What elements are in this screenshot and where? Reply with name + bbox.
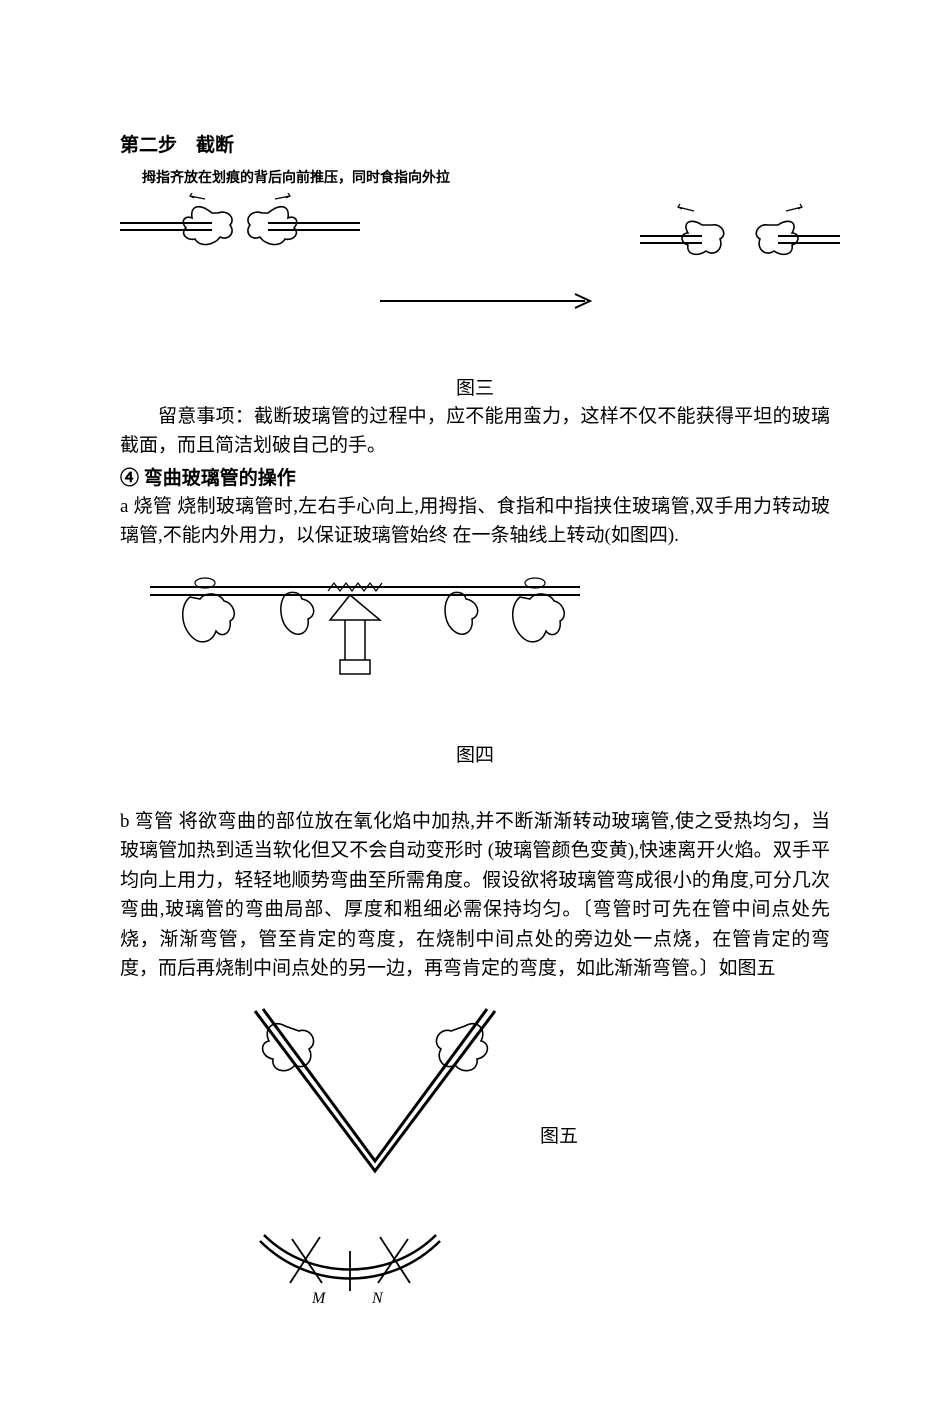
fig5-m-label: M xyxy=(311,1290,327,1307)
step2-heading: 第二步 截断 xyxy=(120,130,830,157)
fig5-n-label: N xyxy=(371,1290,384,1307)
figure-5-wrap: 图五 M N xyxy=(120,1001,830,1341)
figure-3-arrow-icon xyxy=(380,291,600,311)
figure-3-row xyxy=(120,193,830,373)
section-4-heading: ④ 弯曲玻璃管的操作 xyxy=(120,463,830,490)
figure-3-right xyxy=(640,203,840,273)
figure-5-label: 图五 xyxy=(540,1121,578,1148)
figure-4 xyxy=(150,565,580,685)
paragraph-b: b 弯管 将欲弯曲的部位放在氧化焰中加热,并不断渐渐转动玻璃管,使之受热均匀，当… xyxy=(120,807,830,984)
step2-sub-caption: 拇指齐放在划痕的背后向前推压，同时食指向外拉 xyxy=(142,167,830,187)
figure-5-bottom: M N xyxy=(250,1221,450,1311)
note-paragraph: 留意事项：截断玻璃管的过程中，应不能用蛮力，这样不仅不能获得平坦的玻璃截面，而且… xyxy=(120,402,830,461)
paragraph-a: a 烧管 烧制玻璃管时,左右手心向上,用拇指、食指和中指挟住玻璃管,双手用力转动… xyxy=(120,492,830,551)
figure-5-top xyxy=(235,1001,515,1191)
figure-3-left xyxy=(120,193,360,273)
figure-4-label: 图四 xyxy=(120,740,830,767)
figure-3-label: 图三 xyxy=(120,373,830,400)
